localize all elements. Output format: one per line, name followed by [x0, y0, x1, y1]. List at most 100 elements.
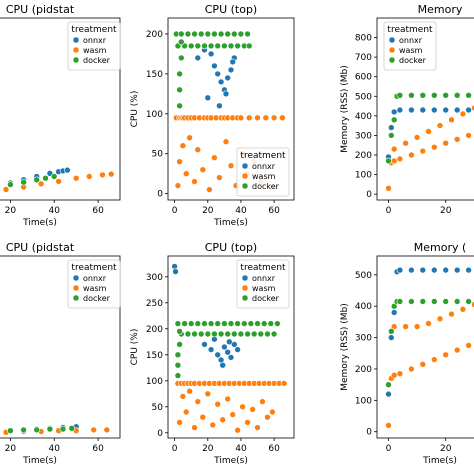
data-point-wasm	[239, 403, 246, 411]
data-point-wasm	[194, 398, 202, 405]
data-point-onnxr	[219, 361, 226, 369]
data-point-wasm	[103, 426, 111, 434]
legend-label-wasm: wasm	[399, 46, 423, 55]
legend-marker-onnxr	[241, 162, 249, 170]
y-tick-label: 0	[366, 428, 372, 438]
legend-title: treatment	[387, 25, 433, 35]
y-tick-label: 150	[146, 351, 163, 361]
data-point-docker	[204, 330, 212, 338]
chart-title: CPU (top)	[205, 3, 257, 16]
data-point-wasm	[211, 154, 218, 161]
data-point-wasm	[182, 170, 190, 177]
data-point-wasm	[269, 408, 276, 416]
x-tick-label: 0	[172, 444, 178, 454]
data-point-docker	[191, 330, 198, 338]
y-tick-label: 100	[146, 377, 163, 387]
data-point-onnxr	[217, 78, 225, 86]
data-point-wasm	[471, 104, 474, 112]
data-point-docker	[254, 320, 261, 327]
data-point-onnxr	[387, 334, 395, 341]
data-point-onnxr	[229, 58, 236, 66]
axes-frame	[376, 255, 474, 439]
data-point-onnxr	[453, 266, 461, 274]
data-point-onnxr	[207, 50, 215, 58]
data-point-onnxr	[390, 309, 398, 316]
data-point-docker	[20, 178, 27, 186]
data-point-wasm	[442, 139, 450, 147]
data-point-docker	[387, 327, 395, 335]
y-tick-label: 400	[355, 302, 372, 312]
x-tick-label: 0	[386, 444, 392, 454]
data-point-onnxr	[387, 124, 395, 131]
x-tick-label: 40	[49, 444, 61, 454]
data-point-wasm	[396, 370, 404, 378]
data-point-docker	[33, 426, 41, 434]
data-point-wasm	[425, 128, 432, 135]
y-tick-label: 500	[355, 92, 372, 102]
data-point-docker	[244, 330, 251, 338]
data-point-docker	[211, 30, 218, 38]
data-point-docker	[245, 42, 253, 50]
data-point-wasm	[234, 426, 241, 434]
chart-title: Memory (	[414, 241, 467, 254]
data-point-wasm	[182, 408, 190, 416]
data-point-onnxr	[390, 108, 398, 116]
data-point-onnxr	[419, 266, 427, 274]
data-point-onnxr	[430, 106, 438, 114]
data-point-onnxr	[465, 106, 472, 114]
x-axis-label: Time(s)	[22, 218, 57, 228]
data-point-docker	[247, 320, 255, 327]
legend-label-docker: docker	[399, 56, 427, 65]
data-point-docker	[174, 320, 182, 327]
data-point-wasm	[245, 114, 253, 122]
data-point-docker	[390, 116, 398, 124]
data-point-wasm	[280, 380, 288, 387]
data-point-docker	[176, 341, 183, 348]
data-point-wasm	[186, 134, 193, 141]
y-tick-label: 200	[146, 30, 163, 40]
data-point-wasm	[430, 143, 438, 151]
data-point-onnxr	[172, 268, 179, 275]
data-point-wasm	[204, 390, 212, 398]
y-tick-label: 300	[146, 273, 163, 283]
data-point-docker	[264, 330, 271, 338]
data-point-docker	[217, 30, 225, 38]
data-point-docker	[176, 70, 183, 78]
y-tick-label: 100	[355, 171, 372, 181]
data-point-docker	[241, 320, 248, 327]
data-point-docker	[33, 176, 41, 184]
data-point-wasm	[436, 122, 444, 129]
axes-frame	[376, 17, 474, 201]
axes-frame	[0, 17, 121, 201]
data-point-wasm	[385, 185, 392, 192]
x-tick-label: 20	[202, 206, 214, 216]
chart-points	[385, 266, 474, 429]
data-point-docker	[442, 92, 450, 99]
data-point-wasm	[430, 356, 438, 363]
legend-title: treatment	[240, 151, 286, 161]
data-point-docker	[178, 54, 185, 62]
chart-points	[0, 423, 111, 436]
chart-points	[0, 166, 115, 193]
data-point-docker	[408, 92, 415, 99]
y-axis-label: Memory (RSS) (Mb)	[340, 65, 350, 153]
data-point-wasm	[86, 173, 93, 180]
data-point-docker	[178, 30, 185, 38]
data-point-wasm	[419, 147, 427, 155]
legend-label-docker: docker	[83, 294, 111, 303]
data-point-onnxr	[224, 348, 231, 356]
legend-box	[67, 21, 121, 71]
chart-r2c3: Memory (0 200100200300400500Time(s)Memory…	[340, 241, 474, 466]
data-point-wasm	[425, 320, 432, 327]
axes-frame	[167, 17, 295, 201]
data-point-onnxr	[211, 62, 218, 70]
data-point-wasm	[72, 174, 80, 182]
data-point-docker	[174, 372, 182, 379]
data-point-wasm	[99, 171, 106, 179]
y-tick-label: 100	[355, 396, 372, 406]
legend-label-docker: docker	[252, 182, 280, 191]
x-axis-label: Time(s)	[22, 456, 57, 466]
data-point-wasm	[176, 158, 183, 165]
chart-points	[385, 92, 474, 192]
